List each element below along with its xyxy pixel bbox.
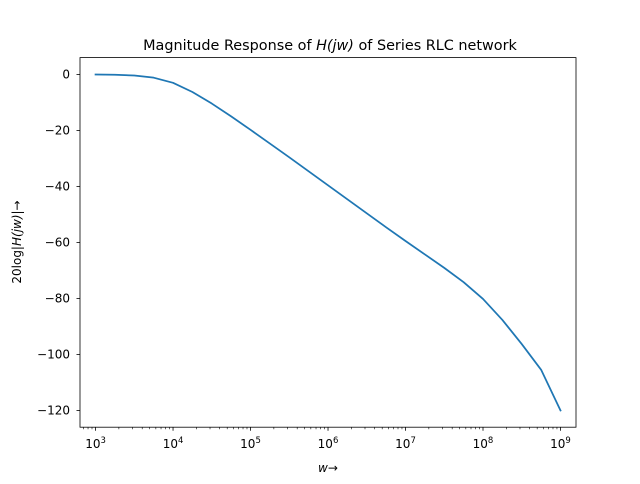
x-tick-base: 10 [240,437,255,451]
x-tick-exponent: 8 [488,436,493,446]
x-tick-base: 10 [318,437,333,451]
plot-area [94,73,562,412]
x-tick-exponent: 6 [333,436,338,446]
x-tick-base: 10 [550,437,565,451]
x-tick-base: 10 [85,437,100,451]
x-axis-label-italic: w [318,461,328,475]
y-tick-label: −40 [45,180,70,194]
series-line [94,73,562,412]
y-axis-label-italic: H(jw) [10,214,24,246]
y-tick-label: −20 [45,124,70,138]
x-axis-label-arrow: → [328,461,338,475]
y-axis-label-suffix: |→ [10,200,24,214]
x-axis-ticks: 103 104 105 106 107 108 109 [83,427,571,451]
y-tick-label: 0 [62,68,70,82]
y-axis-ticks: 0 −20 −40 −60 −80 −100 −120 [37,68,80,418]
x-tick-base: 10 [163,437,178,451]
chart-title: Magnitude Response of H(jw) of Series RL… [143,38,517,54]
x-tick-base: 10 [473,437,488,451]
y-tick-label: −80 [45,292,70,306]
chart-title-suffix: of Series RLC network [354,38,518,54]
x-tick-label: 105 [240,436,261,451]
x-tick-label: 106 [318,436,339,451]
y-axis-label: 20log|H(jw)|→ [10,200,24,283]
x-tick-base: 10 [395,437,410,451]
y-tick-label: −120 [37,404,70,418]
x-tick-exponent: 3 [100,436,105,446]
y-axis-label-prefix: 20log| [10,246,24,284]
y-tick-label: −60 [45,236,70,250]
x-axis-label: w→ [318,461,338,475]
x-tick-label: 108 [473,436,494,451]
x-tick-exponent: 4 [178,436,183,446]
x-tick-label: 107 [395,436,416,451]
chart-title-prefix: Magnitude Response of [143,38,316,54]
x-tick-label: 103 [85,436,106,451]
x-tick-exponent: 9 [565,436,570,446]
y-tick-label: −100 [37,348,70,362]
x-tick-label: 104 [163,436,184,451]
chart-title-italic: H(jw) [316,38,354,54]
x-tick-exponent: 5 [255,436,260,446]
x-tick-label: 109 [550,436,571,451]
x-tick-exponent: 7 [410,436,415,446]
